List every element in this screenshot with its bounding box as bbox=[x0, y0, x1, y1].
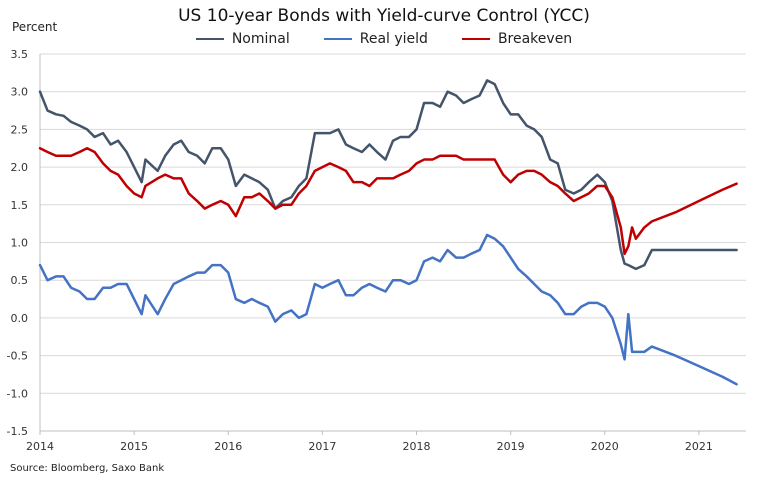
source-note: Source: Bloomberg, Saxo Bank bbox=[10, 463, 165, 474]
y-tick-label: 2.5 bbox=[11, 123, 29, 136]
series-line-nominal bbox=[38, 79, 738, 271]
y-tick-label: 3.0 bbox=[11, 86, 29, 99]
y-tick-label: 2.0 bbox=[11, 161, 29, 174]
x-tick-label: 2017 bbox=[308, 440, 336, 453]
legend-item-breakeven: Breakeven bbox=[461, 31, 573, 47]
x-tick-label: 2019 bbox=[497, 440, 525, 453]
y-tick-label: 0.0 bbox=[11, 312, 29, 325]
y-tick-label: -0.5 bbox=[7, 350, 28, 363]
legend-swatch-breakeven bbox=[461, 38, 490, 40]
grid-layer bbox=[39, 53, 746, 432]
chart-title: US 10-year Bonds with Yield-curve Contro… bbox=[178, 6, 590, 26]
legend-label-real-yield: Real yield bbox=[359, 31, 428, 47]
x-tick-label: 2018 bbox=[403, 440, 431, 453]
tick-layer: 3.5 3.0 2.5 2.0 1.5 1.0 0.5 0.0 -0.5 -1.0 -1.5 2014… bbox=[7, 48, 713, 453]
series-line-breakeven bbox=[38, 147, 738, 256]
y-tick-label: -1.5 bbox=[7, 425, 28, 438]
x-tick-label: 2021 bbox=[685, 440, 713, 453]
legend-swatch-real-yield bbox=[323, 38, 352, 40]
y-tick-label: 1.0 bbox=[11, 237, 29, 250]
legend-item-nominal: Nominal bbox=[195, 31, 290, 47]
legend-swatch-nominal bbox=[195, 38, 224, 40]
x-tick-label: 2020 bbox=[591, 440, 619, 453]
legend-label-breakeven: Breakeven bbox=[497, 31, 573, 47]
legend-item-real-yield: Real yield bbox=[323, 31, 428, 47]
y-axis-unit-label: Percent bbox=[12, 20, 58, 34]
series-line-real-yield bbox=[38, 233, 738, 386]
chart-legend: Nominal Real yield Breakeven bbox=[0, 31, 768, 47]
y-tick-label: 0.5 bbox=[11, 274, 29, 287]
series-layer bbox=[38, 79, 738, 386]
x-tick-label: 2015 bbox=[120, 440, 148, 453]
y-tick-label: -1.0 bbox=[7, 387, 28, 400]
y-tick-label: 1.5 bbox=[11, 199, 29, 212]
legend-label-nominal: Nominal bbox=[231, 31, 290, 47]
y-tick-label: 3.5 bbox=[11, 48, 29, 61]
x-tick-label: 2014 bbox=[26, 440, 54, 453]
x-tick-label: 2016 bbox=[214, 440, 242, 453]
